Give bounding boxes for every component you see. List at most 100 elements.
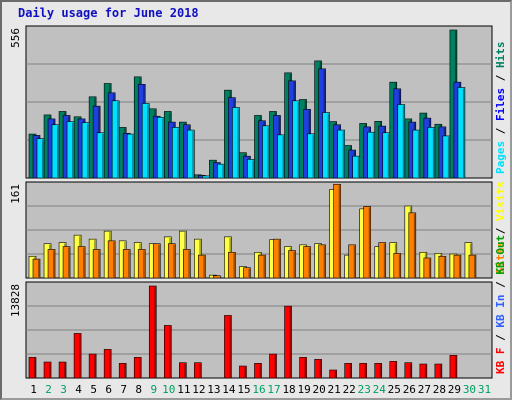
day-label-20: 20 <box>313 383 326 396</box>
bar-sites <box>77 246 86 279</box>
bar-shade <box>72 122 74 178</box>
day-label-3: 3 <box>60 383 67 396</box>
bar-pages <box>397 104 406 179</box>
bar-pages <box>382 132 391 179</box>
day-label-23: 23 <box>358 383 371 396</box>
bar-shade <box>38 260 40 278</box>
day-label-7: 7 <box>120 383 127 396</box>
legend-item-sites: Sites <box>494 241 507 274</box>
bar-pages <box>277 134 285 179</box>
bar-shade <box>57 125 59 178</box>
bar-shade <box>113 241 115 278</box>
legend-item-pages: Pages <box>494 141 507 174</box>
bar-sites <box>32 258 41 279</box>
bar-shade <box>49 363 51 378</box>
bar-shade <box>327 113 330 178</box>
bar-kb-f <box>118 363 127 379</box>
bar-kb-f <box>314 359 322 379</box>
bar-pages <box>66 121 75 179</box>
bar-sites <box>213 275 221 279</box>
panel-visits: 161 Sites / Visits <box>9 181 507 279</box>
bar-shade <box>34 358 36 378</box>
bar-shade <box>94 355 96 378</box>
bar-sites <box>438 255 447 279</box>
bar-kb-f <box>163 325 172 379</box>
day-label-5: 5 <box>90 383 97 396</box>
bar-shade <box>308 247 311 278</box>
bar-shade <box>267 126 269 178</box>
bar-pages <box>232 107 240 179</box>
bar-shade <box>109 350 111 378</box>
bar-pages <box>81 122 90 179</box>
bar-kb-f <box>88 353 97 379</box>
bar-shade <box>158 244 160 278</box>
bar-pages <box>51 124 60 179</box>
day-label-4: 4 <box>75 383 82 396</box>
bar-pages <box>412 129 421 179</box>
day-label-2: 2 <box>45 383 52 396</box>
legend-separator: / <box>494 275 507 295</box>
day-label-14: 14 <box>222 383 236 396</box>
bar-shade <box>154 287 156 378</box>
day-label-27: 27 <box>418 383 431 396</box>
bar-shade <box>439 365 442 378</box>
bar-shade <box>177 128 179 178</box>
bar-kb-f <box>103 349 112 379</box>
bar-shade <box>203 256 205 278</box>
bar-pages <box>292 100 300 179</box>
bar-kb-f <box>28 357 37 379</box>
bar-shade <box>357 157 360 178</box>
y-max-label-visits: 161 <box>9 184 22 204</box>
bar-kb-f <box>254 363 262 379</box>
bar-shade <box>293 251 296 278</box>
bar-pages <box>126 133 135 179</box>
bar-shade <box>342 131 345 178</box>
bar-shade <box>83 247 85 278</box>
legend-item-kb-in: KB In <box>494 295 507 328</box>
day-label-8: 8 <box>135 383 142 396</box>
bar-sites <box>303 246 311 279</box>
bar-shade <box>162 118 164 178</box>
bar-pages <box>442 135 451 179</box>
bar-shade <box>402 105 405 178</box>
bar-pages <box>457 87 466 179</box>
bar-sites <box>348 244 356 279</box>
legend-item-kb-f: KB F <box>494 348 507 375</box>
bar-sites <box>198 254 206 279</box>
day-label-29: 29 <box>448 383 461 396</box>
panel-kbytes: 13828 KB F / KB In / KB Out <box>9 235 507 379</box>
bar-shade <box>139 358 141 378</box>
bar-pages <box>202 175 210 179</box>
day-label-17: 17 <box>267 383 280 396</box>
bar-shade <box>199 363 201 378</box>
bar-shade <box>229 316 231 378</box>
bar-shade <box>124 364 126 378</box>
legend-separator: / <box>494 121 507 141</box>
bar-sites <box>288 250 296 279</box>
chart-title: Daily usage for June 2018 <box>18 6 199 20</box>
bar-pages <box>111 100 120 179</box>
bar-shade <box>64 363 66 378</box>
legend-hits: Pages / Files / Hits <box>494 42 507 175</box>
day-label-22: 22 <box>343 383 356 396</box>
bar-shade <box>143 250 145 278</box>
bar-shade <box>128 250 130 278</box>
legend-text-visits: Sites / Visits <box>494 181 507 274</box>
bar-shade <box>278 240 281 278</box>
bar-sites <box>363 206 372 279</box>
bar-shade <box>173 244 175 278</box>
bar-kb-f <box>449 355 458 379</box>
legend-separator: / <box>494 221 507 241</box>
y-max-label-kbytes: 13828 <box>9 284 22 317</box>
legend-item-files: Files <box>494 88 507 121</box>
y-max-label-hits: 556 <box>9 28 22 48</box>
bar-shade <box>312 134 315 178</box>
bar-kb-f <box>73 333 82 379</box>
panel-hits: 556 Pages / Files / Hits <box>9 25 507 179</box>
bar-shade <box>102 133 104 178</box>
bar-shade <box>432 128 435 178</box>
bar-shade <box>443 257 446 278</box>
legend-kbytes: KB F / KB In / KB Out <box>494 235 507 374</box>
bar-sites <box>92 249 101 279</box>
bar-sites <box>393 253 402 279</box>
